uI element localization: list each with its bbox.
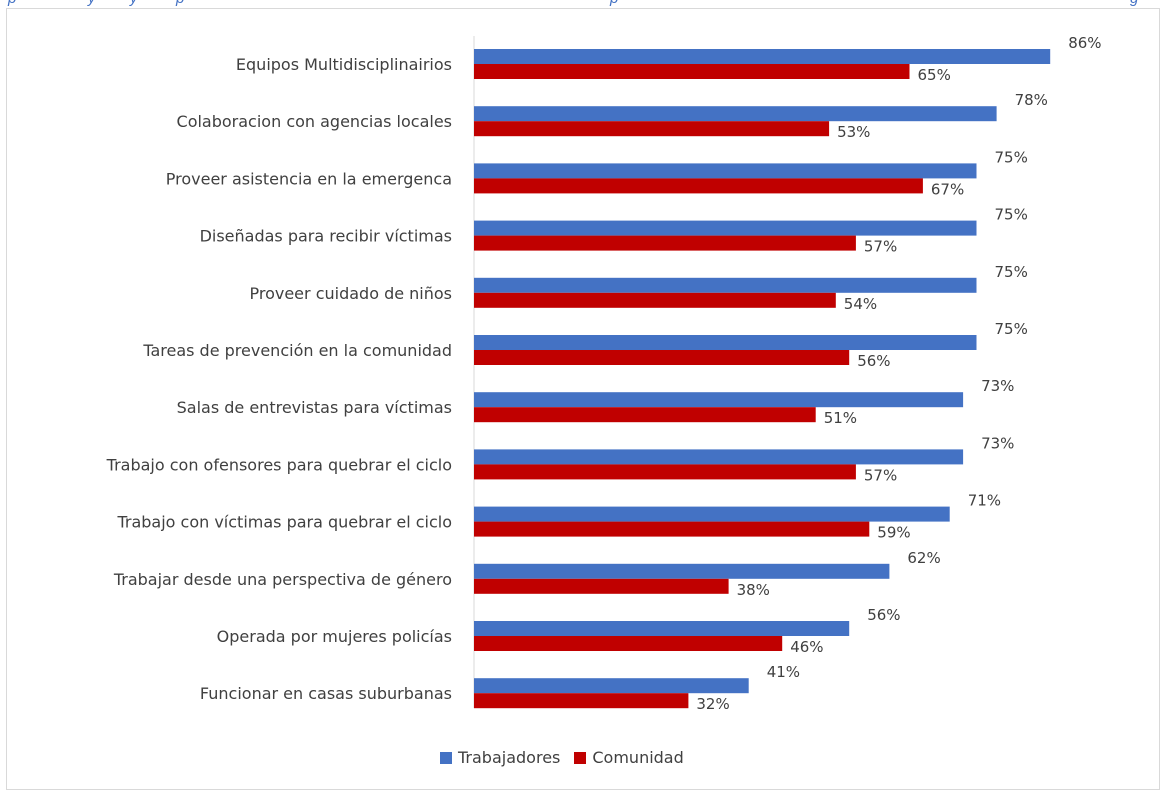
bar-trabajadores (474, 678, 749, 694)
bar-trabajadores (474, 220, 977, 236)
data-label-trabajadores: 73% (981, 377, 1014, 395)
legend-swatch-comunidad (574, 751, 587, 764)
category-label: Proveer asistencia en la emergenca (166, 169, 452, 188)
bar-comunidad (474, 350, 850, 365)
bar-comunidad (474, 693, 689, 709)
header-fragment: g (1130, 0, 1138, 7)
bar-trabajadores (474, 49, 1051, 64)
category-label: Trabajo con víctimas para quebrar el cic… (116, 513, 452, 532)
data-label-trabajadores: 75% (995, 320, 1028, 338)
bar-trabajadores (474, 277, 977, 293)
bar-trabajadores (474, 621, 850, 636)
bar-comunidad (474, 64, 910, 79)
data-label-comunidad: 67% (931, 180, 964, 198)
data-label-comunidad: 59% (877, 524, 910, 542)
data-label-trabajadores: 56% (867, 606, 900, 624)
legend-swatch-trabajadores (440, 751, 452, 764)
category-label: Diseñadas para recibir víctimas (200, 227, 452, 246)
bar-comunidad (474, 121, 830, 137)
data-label-comunidad: 32% (696, 695, 729, 713)
legend-label: Comunidad (592, 748, 684, 767)
data-label-comunidad: 54% (844, 295, 877, 313)
category-label: Funcionar en casas suburbanas (200, 684, 452, 703)
data-label-trabajadores: 75% (995, 206, 1028, 224)
header-fragment: p (8, 0, 16, 7)
bar-trabajadores (474, 106, 997, 122)
category-label: Equipos Multidisciplinairios (236, 55, 452, 74)
header-fragment: p (176, 0, 184, 7)
data-label-trabajadores: 71% (968, 492, 1001, 510)
chart-frame (6, 8, 1160, 790)
legend-label: Trabajadores (458, 748, 561, 767)
legend-item-comunidad: Comunidad (574, 748, 684, 767)
bar-comunidad (474, 636, 783, 651)
data-label-comunidad: 38% (737, 581, 770, 599)
data-label-comunidad: 46% (790, 638, 823, 656)
category-label: Salas de entrevistas para víctimas (177, 398, 452, 417)
data-label-comunidad: 57% (864, 466, 897, 484)
cropped-header-text: p y y p p g (0, 0, 1162, 10)
bar-comunidad (474, 178, 923, 194)
category-label: Colaboracion con agencias locales (177, 112, 452, 131)
header-fragment: y (88, 0, 96, 7)
bar-trabajadores (474, 335, 977, 350)
bar-comunidad (474, 521, 870, 537)
data-label-trabajadores: 73% (981, 434, 1014, 452)
data-label-comunidad: 65% (918, 66, 951, 84)
bar-trabajadores (474, 506, 950, 522)
data-label-comunidad: 56% (857, 352, 890, 370)
data-label-trabajadores: 86% (1068, 34, 1101, 52)
data-label-comunidad: 51% (824, 409, 857, 427)
data-label-comunidad: 53% (837, 123, 870, 141)
category-label: Proveer cuidado de niños (249, 284, 452, 303)
bar-comunidad (474, 292, 836, 308)
data-label-trabajadores: 41% (767, 663, 800, 681)
category-label: Operada por mujeres policías (217, 627, 452, 646)
data-label-trabajadores: 75% (995, 263, 1028, 281)
bar-trabajadores (474, 163, 977, 179)
category-label: Trabajo con ofensores para quebrar el ci… (106, 455, 452, 474)
bar-comunidad (474, 464, 856, 480)
header-fragment: y (130, 0, 138, 7)
bar-comunidad (474, 407, 816, 423)
data-label-trabajadores: 75% (995, 148, 1028, 166)
category-label: Tareas de prevención en la comunidad (142, 341, 452, 360)
data-label-trabajadores: 62% (907, 549, 940, 567)
chart-legend: Trabajadores Comunidad (440, 748, 698, 767)
bar-trabajadores (474, 563, 890, 579)
legend-item-trabajadores: Trabajadores (440, 748, 560, 767)
data-label-comunidad: 57% (864, 238, 897, 256)
bar-comunidad (474, 235, 856, 251)
header-fragment: p (610, 0, 618, 7)
bar-trabajadores (474, 392, 964, 408)
category-label: Trabajar desde una perspectiva de género (113, 570, 452, 589)
bar-comunidad (474, 578, 729, 594)
bar-trabajadores (474, 449, 964, 465)
data-label-trabajadores: 78% (1015, 91, 1048, 109)
